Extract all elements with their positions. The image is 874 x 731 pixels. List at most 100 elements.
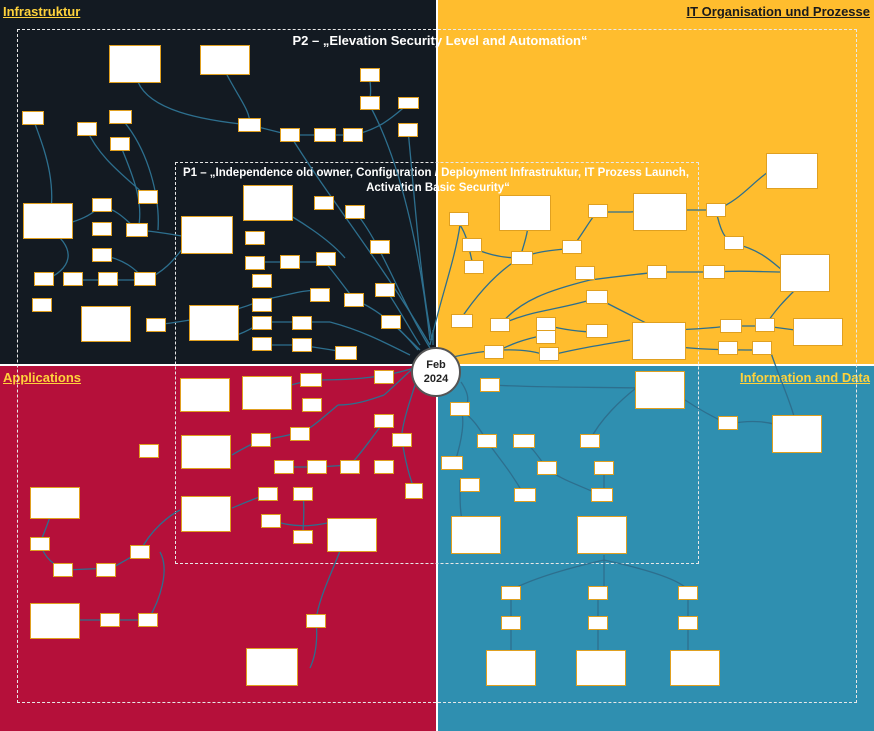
node-apps-small-10	[307, 460, 327, 474]
label-applications: Applications	[3, 370, 82, 385]
node-itorg-small-19	[536, 330, 556, 344]
node-data-card-5	[486, 650, 536, 686]
phase-p1-title-line1: P1 – „Independence old owner, Configurat…	[182, 167, 690, 179]
node-apps-small-24	[306, 614, 326, 628]
node-infra-small-2	[360, 96, 380, 110]
node-data-small-10	[460, 478, 480, 492]
node-itorg-small-17	[720, 319, 742, 333]
node-infra-small-7	[109, 110, 132, 124]
node-data-small-8	[537, 461, 557, 475]
node-data-card-1	[635, 371, 685, 409]
node-itorg-card-5	[632, 322, 686, 360]
node-infra-small-26	[245, 231, 265, 245]
node-itorg-card-2	[633, 193, 687, 231]
node-infra-small-35	[252, 298, 272, 312]
node-itorg-small-10	[647, 265, 667, 279]
node-infra-small-40	[292, 338, 312, 352]
node-apps-small-23	[138, 613, 158, 627]
node-infra-small-5	[22, 111, 44, 125]
node-infra-small-14	[92, 222, 112, 236]
node-itorg-card-4	[780, 254, 830, 292]
node-itorg-small-6	[511, 251, 533, 265]
node-itorg-small-16	[586, 324, 608, 338]
node-infra-small-12	[343, 128, 363, 142]
node-itorg-small-7	[724, 236, 744, 250]
label-it-organisation: IT Organisation und Prozesse	[686, 4, 870, 19]
node-apps-small-15	[293, 487, 313, 501]
node-infra-small-17	[126, 223, 148, 237]
node-itorg-small-13	[451, 314, 473, 328]
node-itorg-small-2	[588, 204, 608, 218]
node-itorg-small-8	[464, 260, 484, 274]
node-infra-card-7	[189, 305, 239, 341]
node-apps-small-8	[139, 444, 159, 458]
node-apps-small-2	[374, 370, 394, 384]
node-apps-small-12	[374, 460, 394, 474]
node-infra-small-11	[314, 128, 336, 142]
node-apps-card-7	[30, 603, 80, 639]
node-infra-small-37	[292, 316, 312, 330]
node-apps-small-6	[251, 433, 271, 447]
milestone-badge: Feb 2024	[411, 347, 461, 397]
node-apps-card-1	[180, 378, 230, 412]
node-apps-card-5	[181, 496, 231, 532]
node-apps-small-1	[300, 373, 322, 387]
node-itorg-small-9	[575, 266, 595, 280]
node-data-small-14	[588, 586, 608, 600]
node-apps-small-18	[30, 537, 50, 551]
node-apps-small-22	[100, 613, 120, 627]
node-infra-small-16	[138, 190, 158, 204]
node-apps-small-9	[274, 460, 294, 474]
node-itorg-small-4	[462, 238, 482, 252]
node-data-small-3	[718, 416, 738, 430]
node-itorg-card-1	[766, 153, 818, 189]
node-apps-card-4	[30, 487, 80, 519]
node-infra-card-6	[243, 185, 293, 221]
node-itorg-small-5	[562, 240, 582, 254]
node-apps-small-17	[293, 530, 313, 544]
node-itorg-small-11	[703, 265, 725, 279]
node-infra-small-39	[252, 337, 272, 351]
node-itorg-small-23	[752, 341, 772, 355]
label-information-data: Information and Data	[739, 370, 870, 385]
node-infra-small-34	[375, 283, 395, 297]
node-infra-small-8	[110, 137, 130, 151]
node-data-small-6	[580, 434, 600, 448]
node-data-card-7	[670, 650, 720, 686]
node-data-small-9	[594, 461, 614, 475]
node-apps-small-20	[53, 563, 73, 577]
node-itorg-small-15	[536, 317, 556, 331]
node-apps-small-5	[290, 427, 310, 441]
node-data-card-3	[451, 516, 501, 554]
node-infra-card-1	[109, 45, 161, 83]
node-infra-card-2	[200, 45, 250, 75]
node-data-small-18	[678, 616, 698, 630]
node-infra-small-23	[146, 318, 166, 332]
node-infra-card-4	[81, 306, 131, 342]
node-infra-small-24	[314, 196, 334, 210]
node-data-card-2	[772, 415, 822, 453]
node-apps-small-13	[405, 483, 423, 499]
node-infra-small-22	[32, 298, 52, 312]
node-data-small-11	[514, 488, 536, 502]
node-data-small-12	[591, 488, 613, 502]
node-infra-small-32	[310, 288, 330, 302]
phase-p2-box	[17, 29, 857, 703]
node-apps-small-4	[374, 414, 394, 428]
node-itorg-small-3	[706, 203, 726, 217]
node-data-card-4	[577, 516, 627, 554]
node-apps-card-6	[327, 518, 377, 552]
phase-p2-title: P2 – „Elevation Security Level and Autom…	[292, 33, 588, 48]
node-apps-card-2	[242, 376, 292, 410]
node-infra-card-5	[181, 216, 233, 254]
node-data-small-15	[678, 586, 698, 600]
node-itorg-small-21	[539, 347, 559, 361]
node-apps-small-7	[392, 433, 412, 447]
node-itorg-card-6	[793, 318, 843, 346]
node-infra-small-1	[360, 68, 380, 82]
milestone-month: Feb	[426, 359, 446, 371]
node-infra-small-27	[245, 256, 265, 270]
node-itorg-small-1	[449, 212, 469, 226]
node-apps-small-21	[96, 563, 116, 577]
node-data-small-5	[513, 434, 535, 448]
